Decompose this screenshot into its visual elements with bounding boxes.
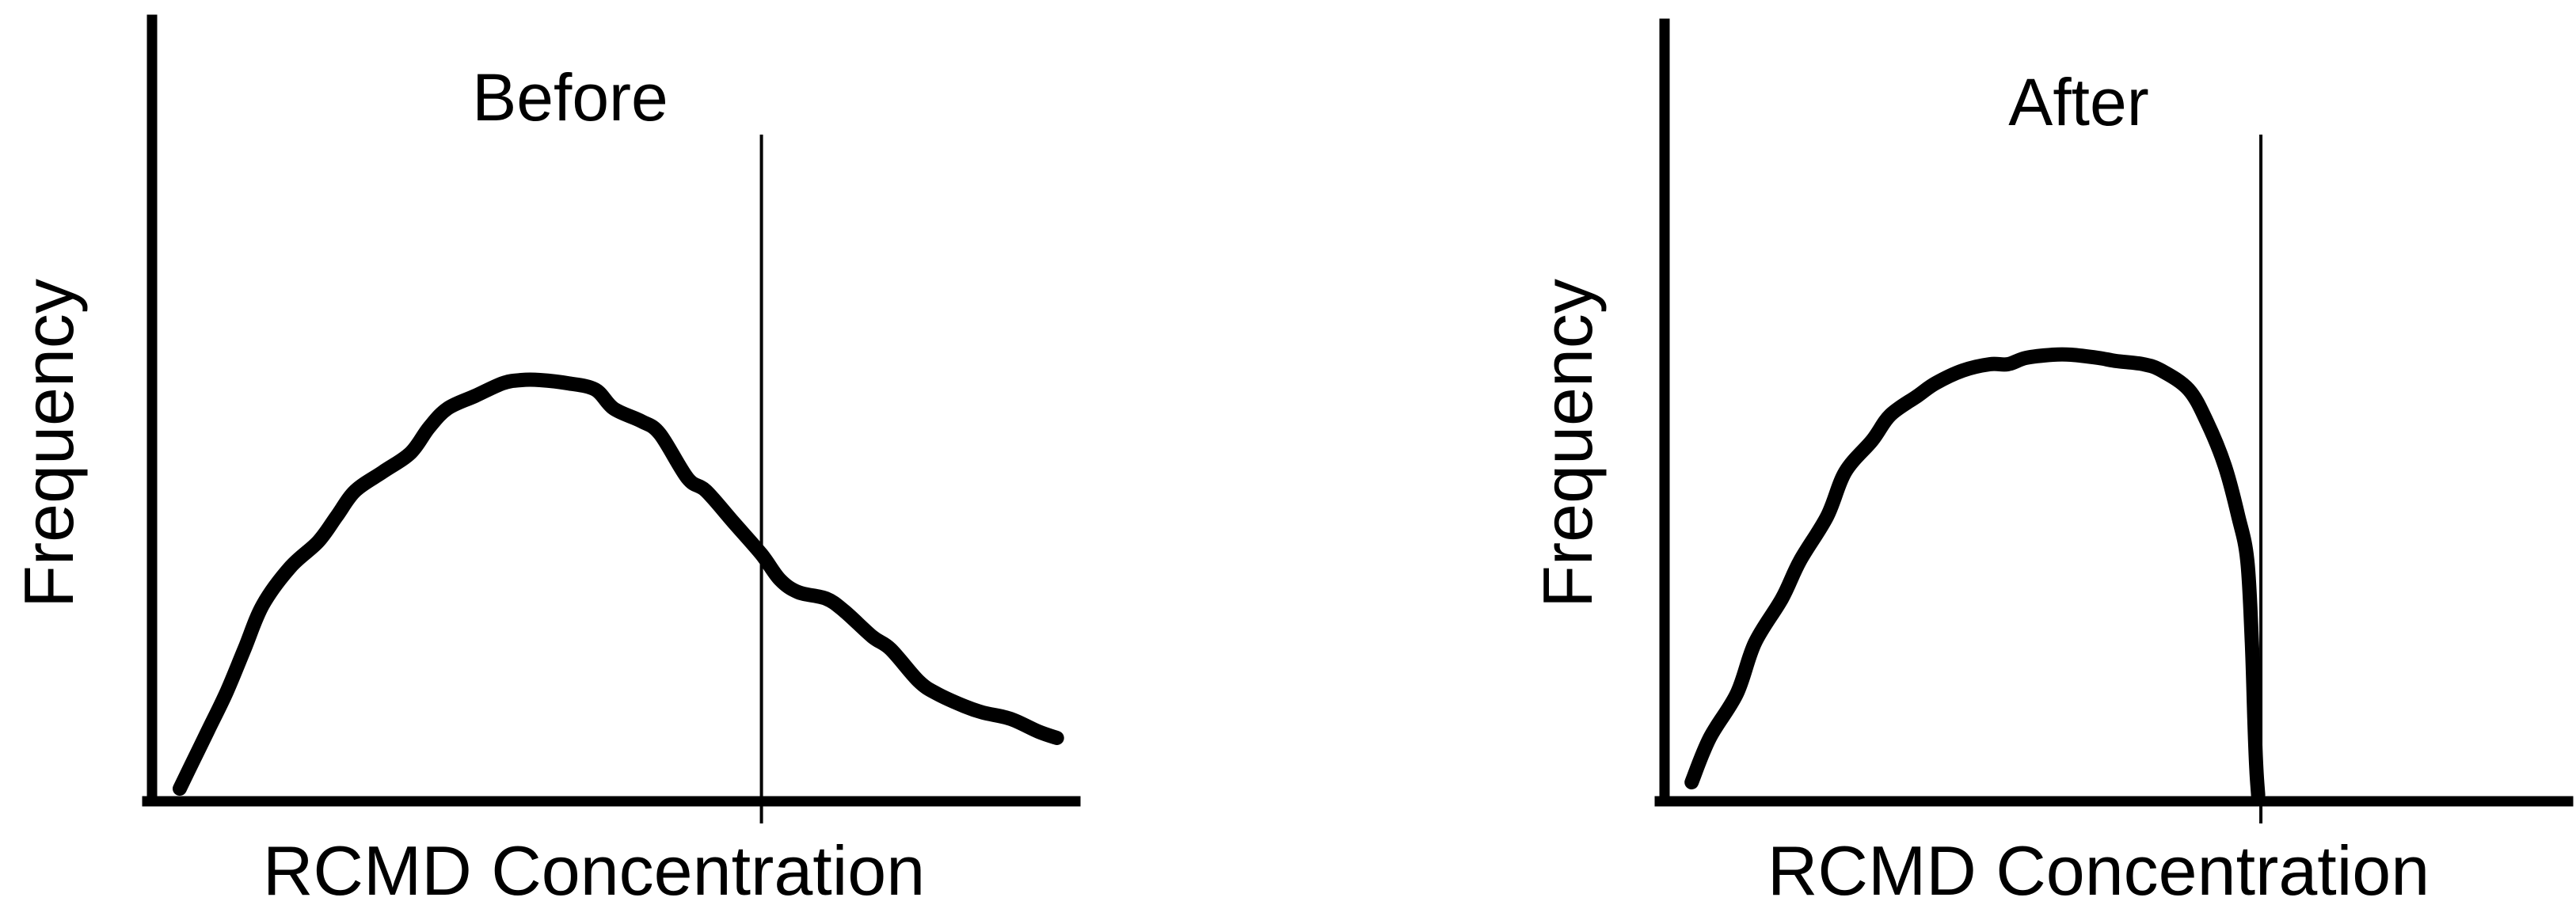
before-y-axis-label: Frequency [10,279,88,608]
before-panel: Before RCMD Concentration Frequency [10,14,1081,905]
after-title: After [2008,65,2148,139]
after-panel: After RCMD Concentration Frequency [1528,18,2574,905]
after-y-axis-label: Frequency [1528,279,1607,608]
before-title: Before [472,60,668,135]
before-x-axis-label: RCMD Concentration [263,831,925,905]
before-distribution-curve [173,372,1064,796]
after-distribution-curve [1684,347,2266,802]
after-x-axis-label: RCMD Concentration [1767,831,2430,905]
